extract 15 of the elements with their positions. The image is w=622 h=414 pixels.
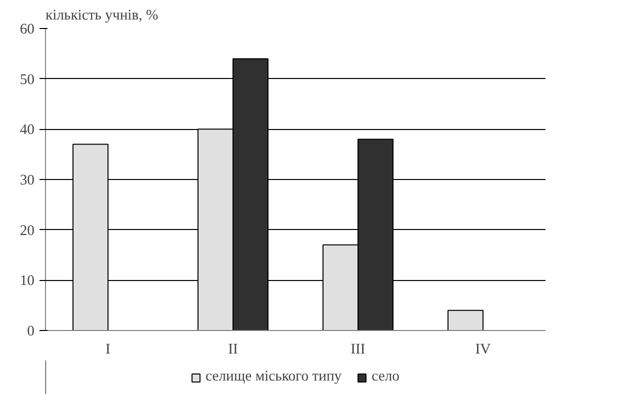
y-tick-label: 0	[27, 324, 34, 340]
y-tick-label: 40	[20, 122, 34, 138]
y-axis-title: кількість учнів, %	[46, 8, 158, 24]
x-tick-label: II	[228, 342, 238, 358]
bar	[448, 310, 484, 330]
y-tick-label: 20	[20, 222, 34, 239]
y-tick-label: 60	[20, 22, 34, 38]
x-tick-label: I	[106, 342, 111, 358]
y-tick-label: 10	[20, 273, 34, 290]
y-tick-label: 30	[20, 172, 34, 188]
x-tick-label: III	[350, 342, 366, 358]
legend-label: село	[372, 368, 400, 386]
x-tick-label: IV	[475, 342, 492, 358]
legend-label: селище міського типу	[206, 368, 342, 386]
y-tick-label: 50	[20, 72, 34, 88]
